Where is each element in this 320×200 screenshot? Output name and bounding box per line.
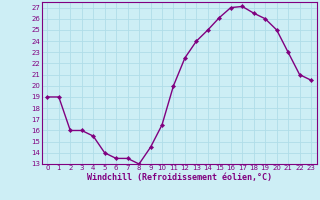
X-axis label: Windchill (Refroidissement éolien,°C): Windchill (Refroidissement éolien,°C) bbox=[87, 173, 272, 182]
